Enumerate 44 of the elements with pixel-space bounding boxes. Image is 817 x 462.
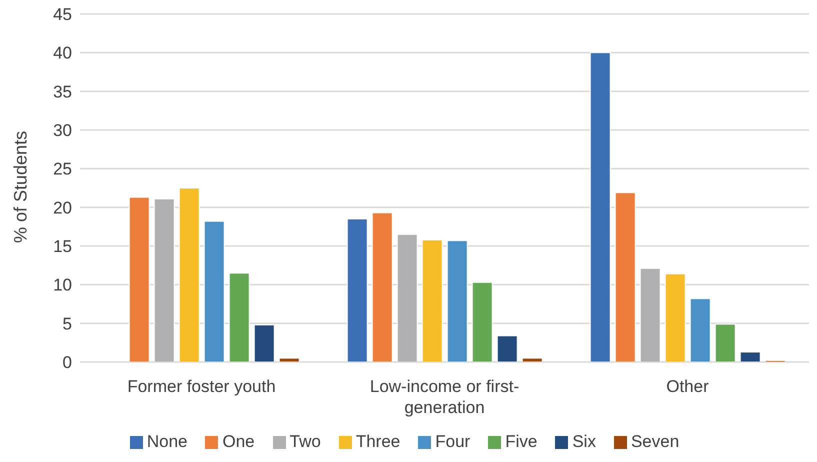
bar (154, 198, 175, 362)
legend-label: None (146, 432, 188, 451)
y-tick-label: 15 (53, 237, 72, 256)
bar (228, 272, 250, 362)
legend-label: Seven (630, 432, 680, 451)
x-tick-label: Low-income or first-generation (370, 377, 520, 417)
legend-label: Five (505, 432, 538, 451)
bar (640, 268, 661, 362)
bar (446, 240, 468, 362)
bar (496, 335, 518, 362)
bar (664, 273, 686, 362)
bar (714, 324, 736, 362)
y-tick-label: 20 (53, 198, 72, 218)
bar (522, 358, 543, 362)
y-tick-label: 30 (53, 121, 72, 140)
bar (128, 196, 150, 362)
x-tick-label: Former foster youth (127, 377, 276, 396)
y-tick-label: 10 (53, 276, 72, 295)
y-tick-label: 45 (53, 5, 72, 24)
bar (254, 324, 275, 362)
bar (690, 298, 711, 362)
bar (740, 351, 761, 362)
bar (278, 358, 300, 362)
bar (472, 282, 493, 362)
x-tick-label: Other (666, 377, 710, 396)
bar (178, 188, 200, 362)
legend-label: Six (572, 432, 596, 451)
y-tick-label: 0 (62, 353, 72, 372)
bar (396, 234, 418, 362)
y-tick-label: 25 (53, 160, 72, 179)
bar (614, 192, 636, 362)
y-tick-label: 40 (53, 44, 72, 63)
bar (422, 239, 443, 362)
bar (204, 220, 225, 362)
bar (372, 212, 393, 362)
bar (590, 52, 611, 362)
legend-label: Four (435, 432, 470, 451)
y-tick-label: 35 (53, 82, 72, 102)
legend-label: Three (356, 432, 400, 451)
y-tick-label: 5 (62, 314, 72, 334)
y-axis-title: % of Students (10, 130, 30, 243)
legend-label: Two (290, 432, 321, 451)
bar (346, 218, 368, 362)
legend-label: One (222, 432, 255, 451)
